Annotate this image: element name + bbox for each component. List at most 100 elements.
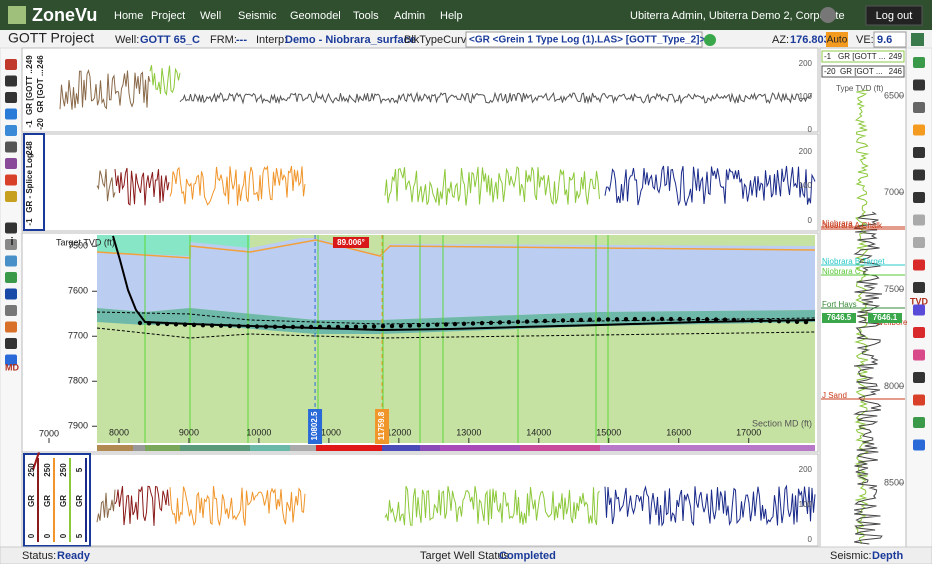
label: Well: [115,34,139,46]
tool-button[interactable] [913,372,925,383]
tool-button[interactable] [913,439,925,451]
y-tick-label: 8500 [884,478,904,488]
frm-select[interactable]: --- [236,34,247,46]
tool-button[interactable] [5,321,17,333]
tool-button[interactable] [913,259,925,271]
tool-button[interactable] [913,79,925,91]
section-strip [145,445,180,451]
log-curve [179,91,812,105]
scale-label: 100 [799,92,813,101]
tool-button[interactable] [913,214,925,226]
auto-button[interactable] [826,32,848,47]
tool-button[interactable] [5,92,17,103]
tool-button[interactable] [5,125,17,136]
toggle-button[interactable] [911,33,924,46]
section-strip [520,445,600,451]
y-tick-label: 7500 [884,284,904,294]
tool-button[interactable] [5,288,17,300]
logout-button[interactable] [865,5,923,26]
nav-item[interactable]: Seismic [238,10,277,22]
tool-button[interactable] [5,305,17,316]
tool-button[interactable] [5,75,17,87]
ve-select[interactable] [873,31,907,48]
type-curve-select[interactable] [465,31,703,48]
tool-button[interactable] [5,222,17,234]
layer-target [97,238,815,320]
marker-label: 11759.8 [377,411,386,440]
nav-item[interactable]: Admin [394,10,425,22]
tool-button[interactable] [5,108,17,120]
x-tick-label: 12000 [386,427,411,437]
tool-button[interactable] [913,349,925,361]
track-max: 250 [27,463,36,477]
wellbore-point [389,323,395,329]
tool-button[interactable] [913,102,925,113]
tool-button[interactable] [5,338,17,349]
x-axis-label: Section MD (ft) [752,418,812,428]
legend-entry [821,50,905,63]
logout-label[interactable]: Log out [876,10,913,22]
avatar[interactable] [820,7,836,23]
tool-button[interactable] [913,417,925,428]
formation-label: Niobrara B Target [822,257,885,266]
seismic-value[interactable]: Depth [872,550,903,562]
tool-button[interactable] [913,327,925,338]
tool-button[interactable] [5,191,17,202]
nav-item[interactable]: Geomodel [290,10,341,22]
legend-max: 246 [889,67,903,76]
wellbore-point [416,323,422,328]
marker-box [375,409,390,444]
add-button[interactable] [704,34,716,46]
tool-button[interactable] [913,394,925,406]
tool-button[interactable] [913,192,925,203]
log-curve [149,65,181,96]
tool-button[interactable] [5,59,17,70]
track-min: -1 [25,120,34,128]
track-min: -20 [36,118,45,130]
tool-tvd[interactable]: TVD [910,296,929,306]
tool-button[interactable] [913,169,925,181]
nav-item[interactable]: Tools [353,10,379,22]
wellbore-point [479,320,485,326]
y-tick-label: 7700 [68,331,88,341]
tool-button[interactable] [5,272,17,283]
nav-item[interactable]: Help [440,10,463,22]
tool-button[interactable] [5,354,17,366]
tool-button[interactable] [913,124,925,136]
track-min: 0 [59,533,68,538]
az-value[interactable]: 176.803° [790,34,834,46]
tool-button[interactable] [913,282,925,293]
nav-item[interactable]: Home [114,10,143,22]
tool-button[interactable] [5,158,17,169]
tool-button[interactable] [5,239,17,250]
tool-button[interactable] [5,174,17,186]
interp-select[interactable]: Demo - Niobrara_surface [285,34,416,46]
tool-button[interactable] [913,57,925,68]
wellbore-point [668,316,674,322]
track-name: GR - Splice Log [25,153,34,213]
auto-label[interactable]: Auto [827,35,848,46]
tool-button[interactable] [913,304,925,316]
nav-item[interactable]: Project [151,10,185,22]
tool-button[interactable] [913,237,925,248]
tool-button[interactable] [5,141,17,153]
tool-button[interactable] [913,147,925,158]
track-min: 0 [43,533,52,538]
type-curve-value[interactable]: <GR <Grein 1 Type Log (1).LAS> [GOTT_Typ… [469,35,706,46]
track-name: GR [43,495,52,507]
track-max: 248 [25,141,34,155]
tool-info[interactable]: i [10,236,13,248]
label: VE: [856,34,874,46]
section-strip [290,445,316,451]
log-curve [169,486,306,527]
ve-value[interactable]: 9.6 [877,34,892,46]
scale-label: 0 [808,125,813,134]
well-select[interactable]: GOTT 65_C [140,34,200,46]
legend-entry [821,65,905,78]
tool-button[interactable] [5,255,17,267]
tool-md[interactable]: MD [5,362,19,372]
wellbore-point [362,324,368,329]
track-name: GR [59,495,68,507]
section-strip [382,445,420,451]
nav-item[interactable]: Well [200,10,221,22]
